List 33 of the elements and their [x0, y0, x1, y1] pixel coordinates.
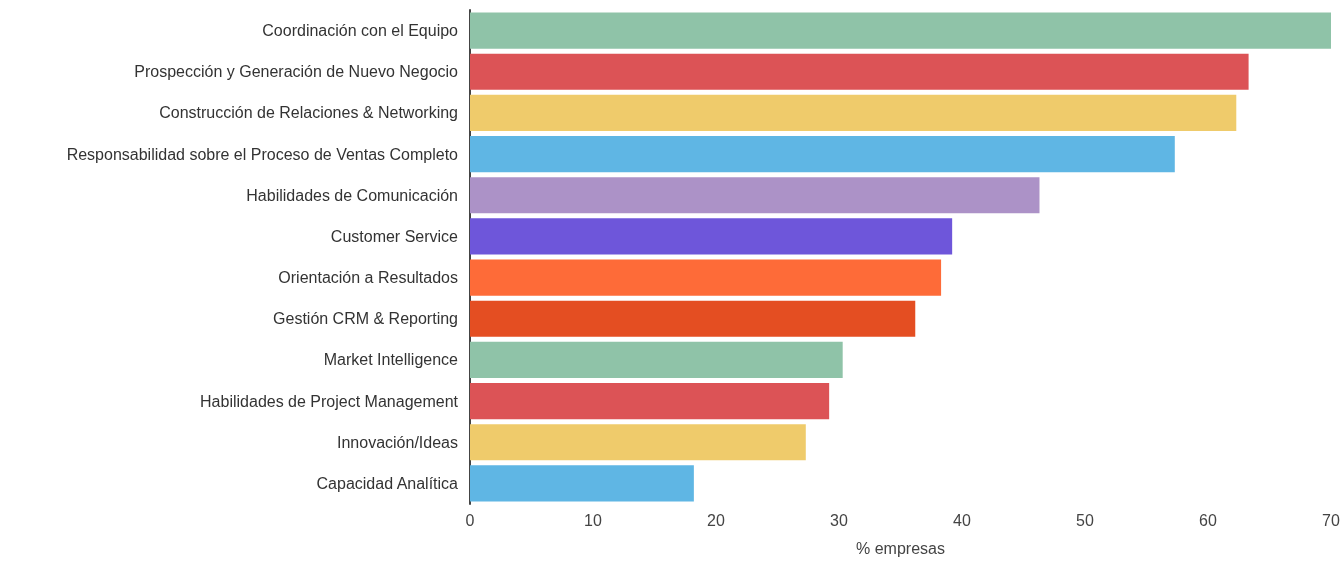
bar — [470, 53, 1249, 90]
x-tick-label: 60 — [1199, 511, 1217, 529]
x-axis-title: % empresas — [856, 539, 945, 557]
x-tick-label: 70 — [1322, 511, 1340, 529]
y-tick-label: Coordinación con el Equipo — [262, 22, 459, 40]
bar — [470, 218, 953, 255]
y-tick-label: Construcción de Relaciones & Networking — [159, 104, 458, 122]
bar — [470, 382, 830, 420]
y-tick-label: Customer Service — [330, 227, 459, 245]
x-tick-label: 40 — [953, 511, 971, 529]
bar — [470, 259, 942, 296]
bar — [470, 300, 916, 337]
bar — [470, 94, 1237, 132]
x-tick-label: 10 — [584, 511, 602, 529]
x-tick-label: 20 — [707, 511, 725, 529]
x-tick-label: 30 — [830, 511, 848, 529]
x-tick-label: 50 — [1076, 511, 1094, 529]
y-tick-label: Capacidad Analítica — [316, 474, 459, 492]
y-tick-label: Market Intelligence — [323, 351, 459, 369]
bar — [470, 177, 1040, 214]
bar — [470, 12, 1331, 49]
bar — [470, 341, 843, 379]
y-tick-label: Habilidades de Project Management — [200, 392, 459, 410]
y-tick-label: Gestión CRM & Reporting — [273, 310, 458, 328]
bar — [470, 465, 694, 502]
bar — [470, 424, 806, 461]
y-tick-label: Responsabilidad sobre el Proceso de Ventas Completo — [66, 145, 459, 163]
y-tick-label: Innovación/Ideas — [337, 433, 458, 451]
y-tick-label: Prospección y Generación de Nuevo Negocio — [134, 63, 459, 81]
bar — [470, 135, 1175, 173]
y-tick-label: Orientación a Resultados — [278, 269, 458, 287]
y-tick-label: Habilidades de Comunicación — [246, 186, 458, 204]
x-tick-label: 0 — [465, 511, 475, 529]
